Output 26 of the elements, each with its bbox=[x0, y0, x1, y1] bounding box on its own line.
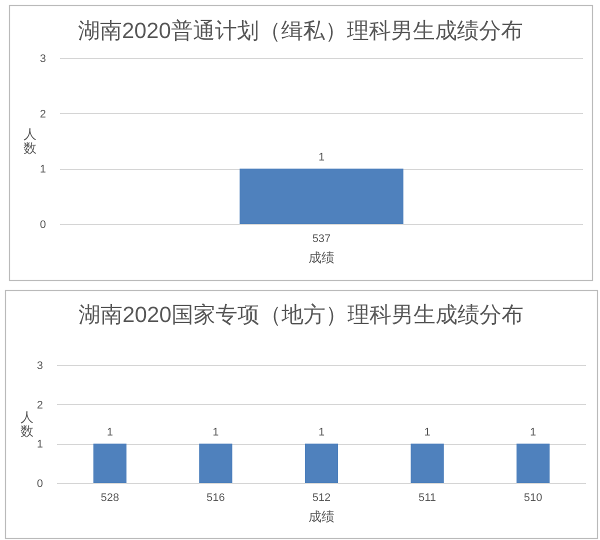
x-tick-label: 528 bbox=[100, 492, 120, 504]
y-axis-title: 人数 bbox=[24, 126, 36, 156]
x-tick-label: 537 bbox=[312, 233, 331, 245]
x-tick-label: 510 bbox=[524, 492, 542, 504]
x-axis-title: 成绩 bbox=[308, 250, 334, 265]
data-label: 1 bbox=[424, 426, 430, 439]
y-axis-title: 人数 bbox=[20, 410, 34, 438]
y-tick-label: 2 bbox=[40, 108, 46, 120]
data-label: 1 bbox=[212, 426, 219, 439]
x-axis-title: 成绩 bbox=[308, 509, 334, 524]
x-tick-label: 511 bbox=[418, 492, 436, 504]
chart-title: 湖南2020普通计划（缉私）理科男生成绩分布 bbox=[78, 18, 523, 43]
chart-title: 湖南2020国家专项（地方）理科男生成绩分布 bbox=[78, 302, 524, 327]
x-tick-label: 516 bbox=[206, 492, 225, 504]
data-label: 1 bbox=[530, 426, 536, 439]
data-label: 1 bbox=[318, 426, 325, 439]
y-tick-label: 1 bbox=[40, 164, 46, 176]
data-label: 1 bbox=[318, 152, 325, 164]
y-tick-label: 3 bbox=[40, 53, 46, 65]
y-tick-label: 3 bbox=[36, 360, 43, 372]
data-label: 1 bbox=[106, 426, 113, 439]
y-tick-label: 1 bbox=[36, 438, 43, 451]
y-tick-label: 2 bbox=[36, 399, 43, 412]
x-tick-label: 512 bbox=[312, 492, 331, 504]
y-tick-label: 0 bbox=[36, 478, 43, 490]
y-tick-label: 0 bbox=[40, 219, 46, 231]
